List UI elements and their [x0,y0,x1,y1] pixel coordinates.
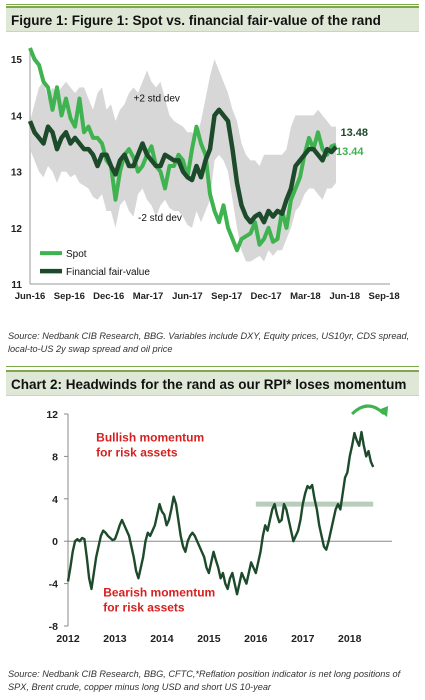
figure2-title: Chart 2: Headwinds for the rand as our R… [6,370,419,396]
y-tick-label: -4 [49,579,58,591]
spot-line [28,47,337,253]
x-tick-label: 2015 [197,633,221,645]
x-tick-label: 2014 [150,633,174,645]
bullish-annotation-line: for risk assets [96,446,178,460]
x-tick-label: Sep-18 [369,291,400,302]
upper-band-label: +2 std dev [134,93,180,104]
bullish-annotation-line: Bullish momentum [96,431,204,445]
bearish-annotation-line: for risk assets [103,600,185,614]
y-tick-label: 11 [11,280,22,291]
spot-vs-fair-value-chart: 11 12 13 14 15 Jun-16 Sep-16 Dec-16 Mar-17 Jun-17… [11,47,400,302]
x-tick-label: Sep-16 [54,291,85,302]
spot-end-label: 13.44 [336,146,364,158]
legend-spot-label: Spot [66,249,87,260]
x-tick-label: Jun-16 [15,291,46,302]
legend-fair-value-label: Financial fair-value [66,267,150,278]
y-tick-label: 14 [11,111,23,122]
bearish-annotation: Bearish momentum for risk assets [103,585,215,614]
x-tick-label: Dec-17 [250,291,281,302]
rpi-momentum-chart: -8 -4 0 4 8 12 2012 2013 2014 2015 2016 2017 2018 Bul… [46,404,392,645]
rpi-line [66,430,375,596]
x-tick-label: 2016 [244,633,268,645]
x-tick-label: Dec-16 [93,291,124,302]
x-tick-label: Mar-18 [290,291,321,302]
bearish-annotation-line: Bearish momentum [103,585,215,599]
top-rule [6,4,419,5]
figure2-panel: Chart 2: Headwinds for the rand as our R… [0,366,425,700]
y-tick-label: 15 [11,55,23,66]
y-tick-label: 4 [52,494,58,506]
divider-rule [6,366,419,367]
y-tick-label: 0 [52,536,58,548]
fair-value-line [27,107,338,225]
y-tick-label: -8 [49,621,58,633]
x-tick-label: 2013 [103,633,127,645]
x-tick-label: 2018 [338,633,362,645]
x-tick-label: Sep-17 [211,291,242,302]
momentum-arrow-head [378,406,389,417]
x-tick-label: Jun-17 [172,291,203,302]
figure2-source: Source: Nedbank CIB Research, BBG, CFTC,… [8,669,401,692]
x-tick-label: Mar-17 [133,291,164,302]
figure1-source: Source: Nedbank CIB Research, BBG. Varia… [8,331,410,354]
y-tick-label: 13 [11,168,23,179]
y-tick-label: 12 [46,409,58,421]
bullish-annotation: Bullish momentum for risk assets [96,431,204,460]
x-tick-label: 2017 [291,633,315,645]
figure1-panel: Figure 1: Figure 1: Spot vs. financial f… [6,4,419,354]
y-tick-label: 8 [52,451,58,463]
x-tick-label: Jun-18 [329,291,360,302]
y-tick-label: 12 [11,224,23,235]
lower-band-label: -2 std dev [138,213,182,224]
fair-value-end-label: 13.48 [341,127,369,139]
figure1-title: Figure 1: Figure 1: Spot vs. financial f… [6,6,419,32]
x-tick-label: 2012 [56,633,80,645]
